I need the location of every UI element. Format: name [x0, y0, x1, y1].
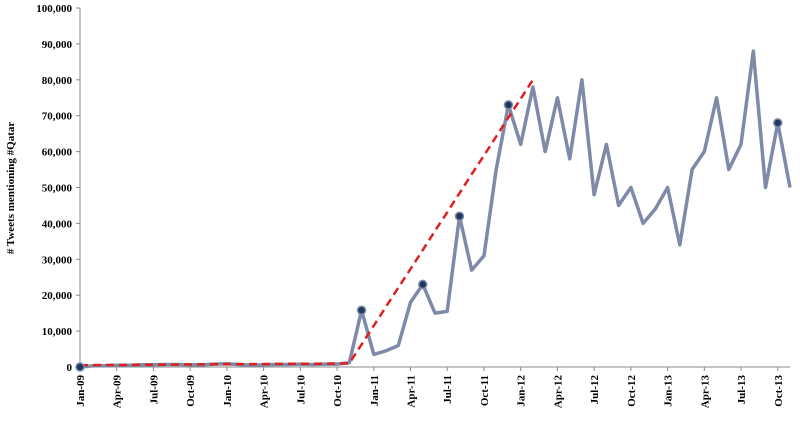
- y-tick-label: 100,000: [36, 3, 72, 15]
- highlight-point: [454, 211, 465, 221]
- y-tick-label: 40,000: [42, 218, 73, 230]
- x-tick-label: Jan-09: [75, 375, 87, 407]
- y-tick-label: 50,000: [42, 183, 73, 195]
- data-line: [79, 49, 792, 369]
- x-tick-label: Jul-12: [589, 375, 601, 405]
- highlight-point: [75, 362, 85, 372]
- x-tick-label: Oct-10: [332, 375, 344, 407]
- highlight-point: [356, 305, 367, 316]
- x-tick-label: Jan-12: [516, 375, 528, 407]
- x-tick-label: Oct-12: [626, 375, 638, 407]
- x-tick-label: Jul-13: [736, 375, 748, 405]
- x-tick-label: Apr-12: [552, 375, 564, 409]
- y-tick-label: 80,000: [42, 75, 73, 87]
- y-tick-label: 30,000: [42, 254, 73, 266]
- x-tick-label: Apr-11: [406, 375, 418, 408]
- x-tick-label: Apr-09: [112, 375, 124, 409]
- y-axis-title: # Tweets mentioning #Qatar: [5, 122, 17, 255]
- x-tick-label: Jan-11: [369, 375, 381, 406]
- highlight-point: [503, 100, 514, 110]
- x-tick-label: Jul-09: [148, 375, 160, 405]
- y-tick-label: 0: [67, 362, 73, 374]
- y-tick-label: 10,000: [42, 326, 73, 338]
- x-tick-label: Jan-13: [663, 375, 675, 407]
- y-tick-label: 90,000: [42, 39, 73, 51]
- x-tick-label: Oct-13: [773, 375, 785, 407]
- y-tick-label: 60,000: [42, 147, 73, 159]
- x-tick-label: Apr-10: [259, 375, 271, 409]
- x-tick-label: Jan-10: [222, 375, 234, 407]
- x-tick-label: Apr-13: [699, 375, 711, 409]
- trend-line: [79, 79, 534, 367]
- x-tick-label: Oct-11: [479, 375, 491, 406]
- x-tick-label: Oct-09: [185, 375, 197, 407]
- x-tick-label: Jul-11: [442, 375, 454, 404]
- highlight-point: [418, 279, 428, 290]
- x-tick-label: Jul-10: [295, 375, 307, 405]
- y-tick-label: 70,000: [42, 111, 73, 123]
- highlight-point: [773, 118, 783, 128]
- y-tick-label: 20,000: [42, 290, 73, 302]
